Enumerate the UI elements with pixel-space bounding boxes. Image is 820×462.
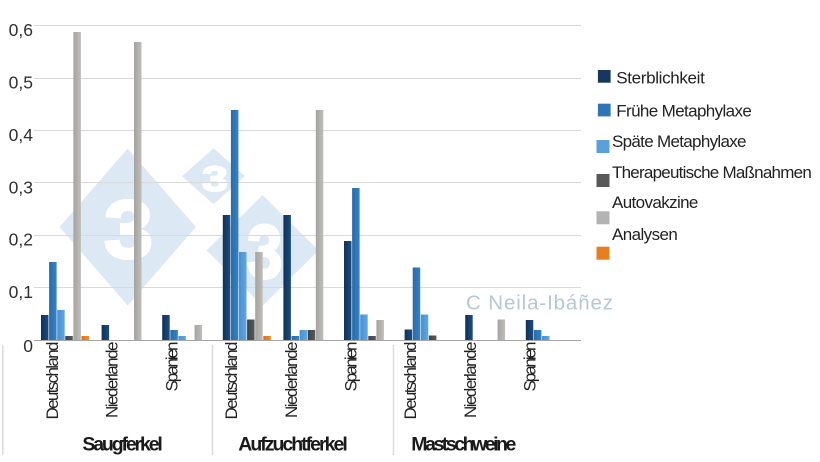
svg-text:0,3: 0,3 [9,177,33,197]
svg-text:Saugferkel: Saugferkel [82,434,163,456]
svg-text:0,5: 0,5 [9,73,33,93]
svg-text:Deutschland: Deutschland [401,342,420,420]
svg-text:0: 0 [23,336,33,356]
svg-text:3: 3 [247,210,282,294]
svg-text:Aufzuchtferkel: Aufzuchtferkel [238,434,348,456]
svg-text:Mastschweine: Mastschweine [411,434,516,456]
svg-text:Niederlande: Niederlande [461,342,480,419]
svg-text:0,4: 0,4 [9,125,34,145]
svg-text:Deutschland: Deutschland [43,342,62,420]
svg-text:Spanien: Spanien [342,342,361,392]
svg-text:C Neila-Ibáñez: C Neila-Ibáñez [466,292,614,315]
svg-text:Autovakzine: Autovakzine [612,193,698,212]
svg-text:Niederlande: Niederlande [282,342,301,419]
svg-text:Spanien: Spanien [521,342,540,392]
svg-text:Spanien: Spanien [162,342,181,392]
svg-text:Niederlande: Niederlande [103,342,122,419]
svg-text:0,2: 0,2 [9,230,33,250]
svg-text:Therapeutische Maßnahmen: Therapeutische Maßnahmen [612,163,812,182]
svg-text:0,6: 0,6 [9,20,33,40]
svg-text:Deutschland: Deutschland [222,342,241,420]
svg-text:3: 3 [104,185,153,276]
svg-text:Analysen: Analysen [612,225,678,244]
svg-text:0,1: 0,1 [9,282,33,302]
svg-text:3: 3 [202,159,228,199]
svg-text:Frühe Metaphylaxe: Frühe Metaphylaxe [616,102,752,121]
svg-text:Späte Metaphylaxe: Späte Metaphylaxe [612,132,747,151]
svg-text:Sterblichkeit: Sterblichkeit [616,68,705,87]
